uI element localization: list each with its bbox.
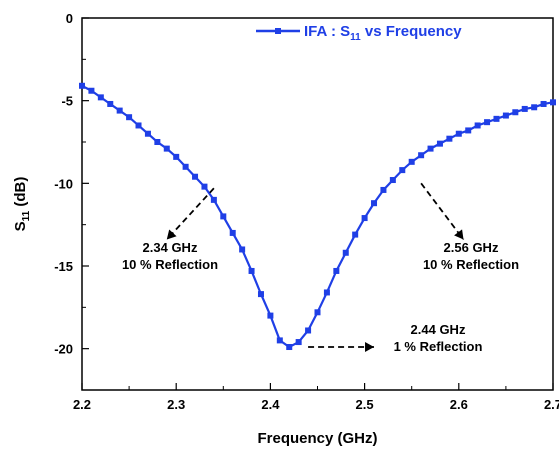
annotation-arrow: [166, 187, 215, 241]
data-point: [314, 309, 321, 316]
data-point: [201, 183, 208, 190]
legend-label-post: vs Frequency: [361, 23, 463, 40]
data-point: [380, 186, 387, 193]
data-point: [79, 82, 85, 89]
series-line: [81, 84, 554, 349]
x-axis-title: Frequency (GHz): [257, 430, 377, 447]
data-point: [286, 344, 293, 351]
x-tick-label: 2.4: [261, 397, 280, 412]
data-point: [192, 173, 199, 180]
data-point: [323, 289, 330, 296]
data-point: [540, 100, 547, 107]
data-point: [116, 107, 123, 114]
data-point: [163, 145, 170, 152]
data-point: [521, 105, 528, 112]
annotation-arrowhead: [365, 342, 375, 353]
data-point: [550, 99, 556, 106]
y-tick-label: -5: [61, 94, 73, 109]
axis-ticks: [81, 17, 554, 391]
y-axis-title-rest: (dB): [12, 177, 29, 211]
data-point: [126, 114, 133, 121]
x-tick-label: 2.5: [356, 397, 374, 412]
data-point: [107, 100, 114, 107]
data-point: [502, 112, 509, 119]
data-point: [371, 200, 378, 207]
y-axis-title-base: S: [12, 221, 29, 231]
series-layer: [79, 82, 556, 351]
legend-label: IFA : S11 vs Frequency: [304, 23, 462, 43]
data-point: [248, 267, 255, 274]
x-tick-label: 2.2: [73, 397, 91, 412]
annotation-label: 1 % Reflection: [394, 339, 483, 354]
data-point: [484, 119, 491, 126]
data-point: [436, 140, 443, 147]
data-point: [220, 213, 227, 220]
plot-frame: [81, 17, 554, 391]
data-point: [361, 215, 368, 222]
data-point: [342, 249, 349, 256]
data-point: [531, 104, 538, 111]
data-point: [239, 246, 246, 253]
data-point: [352, 231, 359, 238]
data-point: [389, 177, 396, 184]
annotation-label: 10 % Reflection: [423, 257, 519, 272]
annotation-label: 2.44 GHz: [411, 322, 466, 337]
annotation-arrow: [420, 182, 465, 241]
y-axis-title-sub: 11: [21, 210, 32, 221]
data-point: [267, 312, 274, 319]
data-point: [493, 115, 500, 122]
data-point: [173, 153, 180, 160]
legend: IFA : S11 vs Frequency: [256, 23, 462, 43]
y-tick-label: -10: [54, 176, 73, 191]
data-point: [446, 135, 453, 142]
x-tick-label: 2.6: [450, 397, 468, 412]
legend-marker: [275, 28, 281, 34]
legend-label-sub: 11: [350, 32, 361, 43]
annotation-arrowhead: [454, 229, 464, 240]
data-point: [427, 145, 434, 152]
data-point: [257, 291, 264, 298]
tick-labels: 2.2 2.3 2.4 2.5 2.6 2.7 0 -5 -10 -15 -20: [54, 11, 559, 412]
data-point: [399, 167, 406, 174]
x-tick-label: 2.3: [167, 397, 185, 412]
data-point: [305, 327, 312, 334]
annotations: 2.34 GHz 10 % Reflection 2.56 GHz 10 % Refl…: [122, 182, 519, 354]
data-point: [455, 130, 462, 137]
data-point: [512, 109, 519, 116]
y-tick-label: -15: [54, 259, 73, 274]
y-axis-title: S11 (dB): [12, 177, 32, 232]
data-point: [88, 87, 95, 94]
annotation-arrowhead: [166, 229, 177, 240]
legend-label-pre: IFA : S: [304, 23, 350, 40]
data-point: [97, 94, 104, 101]
data-point: [474, 122, 481, 129]
data-point: [154, 139, 161, 145]
annotation-label: 2.34 GHz: [143, 240, 198, 255]
y-tick-label: -20: [54, 342, 73, 357]
data-point: [229, 229, 236, 236]
y-tick-label: 0: [66, 11, 73, 26]
annotation-label: 10 % Reflection: [122, 257, 218, 272]
annotation-label: 2.56 GHz: [444, 240, 499, 255]
data-point: [295, 339, 302, 346]
data-point: [144, 130, 151, 137]
data-point: [418, 152, 425, 159]
data-point: [182, 163, 189, 170]
data-point: [135, 122, 142, 129]
data-point: [333, 267, 340, 274]
data-point: [210, 196, 217, 203]
x-tick-label: 2.7: [544, 397, 559, 412]
data-point: [408, 158, 415, 165]
data-point: [276, 337, 283, 344]
data-point: [465, 127, 472, 134]
